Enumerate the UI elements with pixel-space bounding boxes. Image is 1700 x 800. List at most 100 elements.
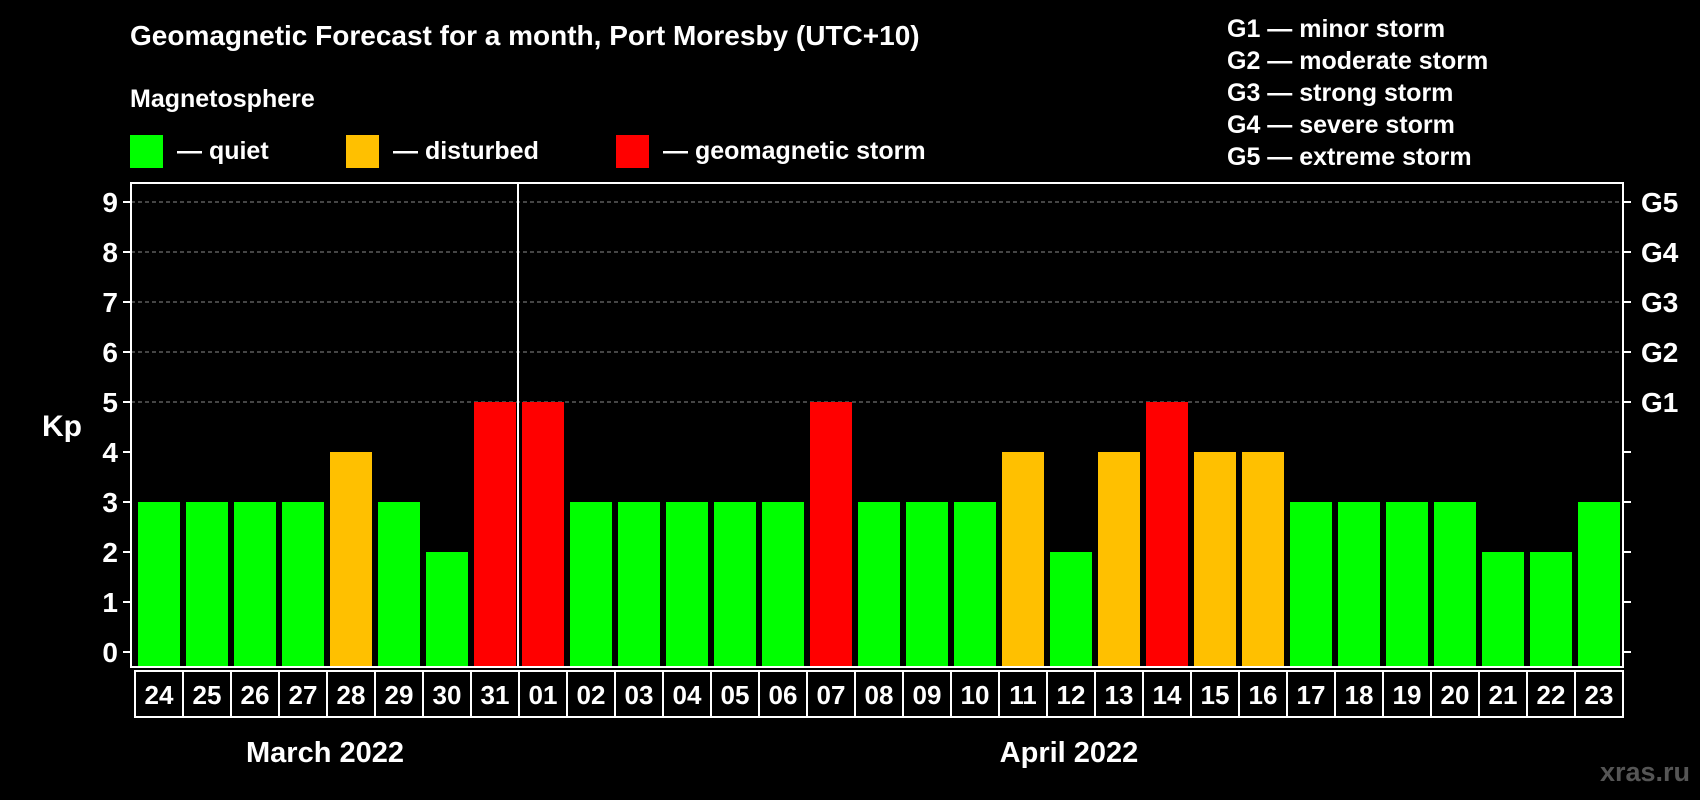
g5-legend-item: G5 — extreme storm <box>1227 143 1472 171</box>
y-tick-label-2: 2 <box>102 537 118 568</box>
bar-24 <box>138 502 180 667</box>
legend-disturbed: — disturbed <box>346 134 539 168</box>
chart-title: Geomagnetic Forecast for a month, Port M… <box>130 20 920 51</box>
month-label-march: March 2022 <box>246 737 404 769</box>
bar-11 <box>1002 452 1044 667</box>
bar-16 <box>1242 452 1284 667</box>
g4-legend-item: G4 — severe storm <box>1227 111 1455 139</box>
legend-quiet-label: — quiet <box>177 136 269 165</box>
day-label-05: 05 <box>721 680 750 710</box>
bar-14 <box>1146 402 1188 667</box>
g3-legend-item: G3 — strong storm <box>1227 79 1454 107</box>
legend-storm-swatch <box>616 134 649 168</box>
day-table-frame <box>134 670 1624 718</box>
bar-20 <box>1434 502 1476 667</box>
watermark: xras.ru <box>1599 757 1690 787</box>
legend-quiet-swatch <box>130 134 163 168</box>
day-label-13: 13 <box>1105 680 1134 710</box>
day-label-16: 16 <box>1249 680 1278 710</box>
y-tick-label-7: 7 <box>102 287 118 318</box>
month-label-april: April 2022 <box>999 737 1139 769</box>
legend-storm: — geomagnetic storm <box>616 134 926 168</box>
bar-10 <box>954 502 996 667</box>
bar-06 <box>762 502 804 667</box>
legend-disturbed-swatch <box>346 134 379 168</box>
bar-23 <box>1578 502 1620 667</box>
bar-27 <box>282 502 324 667</box>
bar-04 <box>666 502 708 667</box>
day-label-08: 08 <box>865 680 894 710</box>
bar-31 <box>474 402 516 667</box>
g2-legend-item: G2 — moderate storm <box>1227 47 1489 75</box>
y-tick-label-8: 8 <box>102 237 118 268</box>
day-label-14: 14 <box>1153 680 1182 710</box>
day-label-27: 27 <box>289 680 318 710</box>
day-label-26: 26 <box>241 680 270 710</box>
day-label-28: 28 <box>337 680 366 710</box>
y-tick-label-9: 9 <box>102 187 118 218</box>
plot-frame <box>130 182 1624 668</box>
bar-08 <box>858 502 900 667</box>
storm-scale-legend: G1 — minor storm G2 — moderate storm G3 … <box>1227 13 1488 173</box>
y-tick-label-0: 0 <box>102 637 118 668</box>
day-label-20: 20 <box>1441 680 1470 710</box>
bar-15 <box>1194 452 1236 667</box>
day-label-02: 02 <box>577 680 606 710</box>
g-level-label-G2: G2 <box>1641 337 1678 368</box>
legend-disturbed-label: — disturbed <box>393 136 539 165</box>
day-label-29: 29 <box>385 680 414 710</box>
bar-30 <box>426 552 468 667</box>
y-tick-label-4: 4 <box>102 437 118 468</box>
bar-01 <box>522 402 564 667</box>
day-label-24: 24 <box>145 680 174 710</box>
g-level-label-G1: G1 <box>1641 387 1678 418</box>
day-label-01: 01 <box>529 680 558 710</box>
bar-09 <box>906 502 948 667</box>
bar-17 <box>1290 502 1332 667</box>
bar-05 <box>714 502 756 667</box>
bar-21 <box>1482 552 1524 667</box>
day-label-18: 18 <box>1345 680 1374 710</box>
bar-28 <box>330 452 372 667</box>
y-tick-label-5: 5 <box>102 387 118 418</box>
day-label-10: 10 <box>961 680 990 710</box>
bar-25 <box>186 502 228 667</box>
bar-19 <box>1386 502 1428 667</box>
bar-26 <box>234 502 276 667</box>
legend-quiet: — quiet <box>130 134 269 168</box>
bar-13 <box>1098 452 1140 667</box>
legend-storm-label: — geomagnetic storm <box>663 136 926 165</box>
day-label-07: 07 <box>817 680 846 710</box>
day-label-06: 06 <box>769 680 798 710</box>
y-tick-label-6: 6 <box>102 337 118 368</box>
bar-07 <box>810 402 852 667</box>
day-label-03: 03 <box>625 680 654 710</box>
day-label-22: 22 <box>1537 680 1566 710</box>
day-label-25: 25 <box>193 680 222 710</box>
g-level-label-G5: G5 <box>1641 187 1678 218</box>
day-label-31: 31 <box>481 680 510 710</box>
bar-22 <box>1530 552 1572 667</box>
day-label-12: 12 <box>1057 680 1086 710</box>
day-label-19: 19 <box>1393 680 1422 710</box>
g-level-label-G4: G4 <box>1641 237 1679 268</box>
day-label-23: 23 <box>1585 680 1614 710</box>
day-label-09: 09 <box>913 680 942 710</box>
y-axis-label: Kp <box>42 410 82 443</box>
magnetosphere-title: Magnetosphere <box>130 85 315 113</box>
bar-29 <box>378 502 420 667</box>
day-label-04: 04 <box>673 680 702 710</box>
day-label-11: 11 <box>1009 680 1037 710</box>
g-level-label-G3: G3 <box>1641 287 1678 318</box>
g1-legend-item: G1 — minor storm <box>1227 15 1446 43</box>
day-label-21: 21 <box>1489 680 1518 710</box>
bar-02 <box>570 502 612 667</box>
bar-03 <box>618 502 660 667</box>
bar-12 <box>1050 552 1092 667</box>
y-tick-label-3: 3 <box>102 487 118 518</box>
y-tick-label-1: 1 <box>102 587 118 618</box>
bar-18 <box>1338 502 1380 667</box>
day-label-17: 17 <box>1297 680 1326 710</box>
day-label-30: 30 <box>433 680 462 710</box>
